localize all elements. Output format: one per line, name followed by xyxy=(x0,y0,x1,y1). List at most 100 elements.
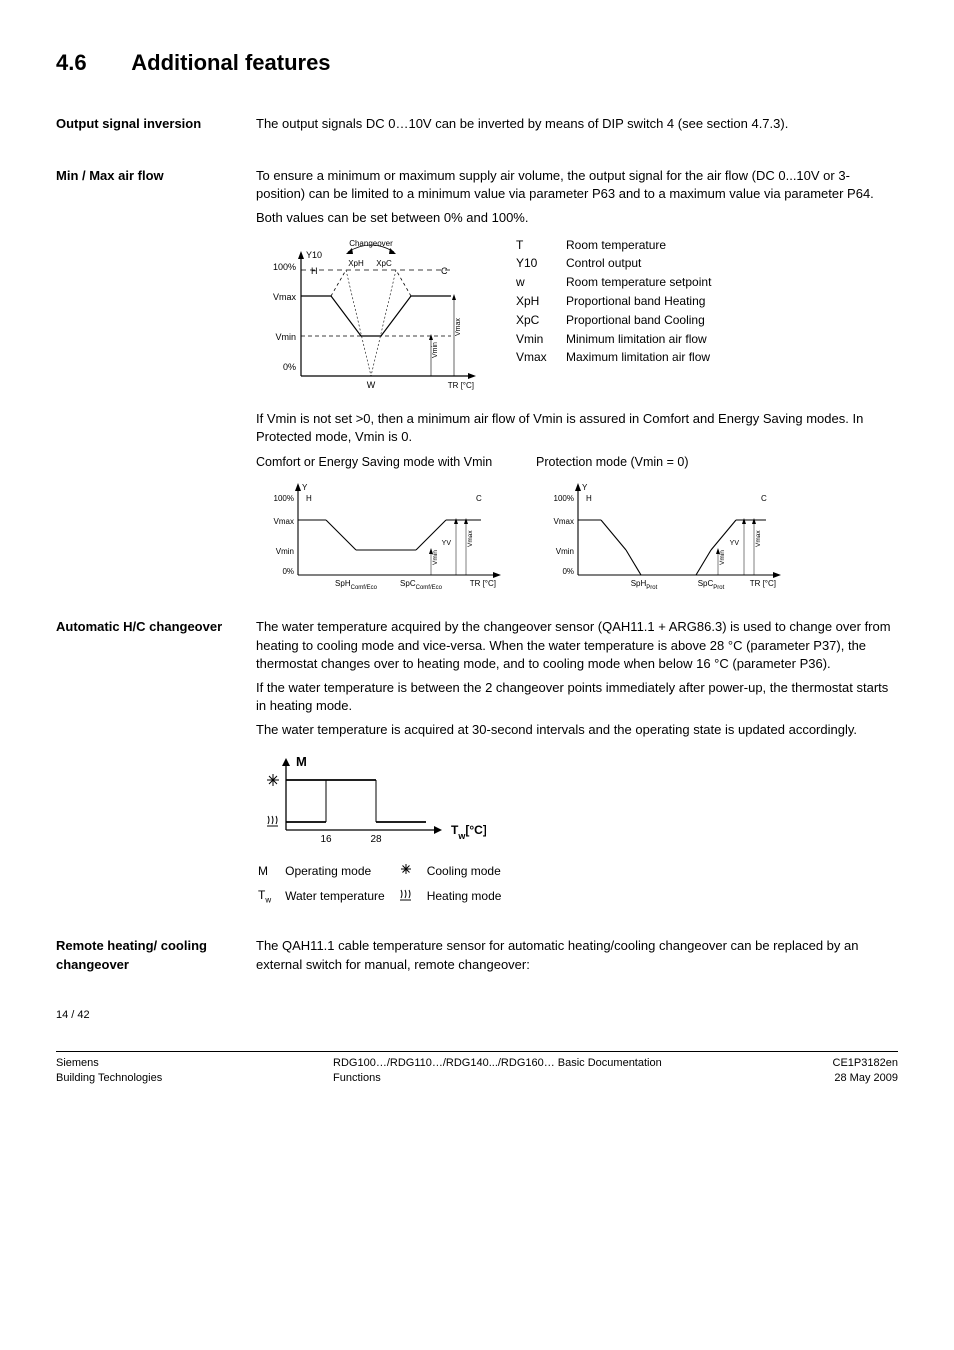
legend-desc: Maximum limitation air flow xyxy=(566,348,721,367)
text-minmax-2: Both values can be set between 0% and 10… xyxy=(256,209,898,227)
section-number: 4.6 xyxy=(56,48,126,79)
c-label: C xyxy=(441,266,448,276)
pc-vmaxside: Vmax xyxy=(755,530,762,547)
page-footer: Siemens Building Technologies RDG100…/RD… xyxy=(56,1056,898,1087)
tick-vmax: Vmax xyxy=(273,292,297,302)
pc-vminside: Vmin xyxy=(719,550,726,565)
mode-legend-row: TwWater temperatureHeating mode xyxy=(258,885,513,908)
sc-tr: TR [°C] xyxy=(470,579,496,588)
changeover-legend: TRoom temperatureY10Control outputwRoom … xyxy=(516,236,721,368)
legend-desc: Proportional band Cooling xyxy=(566,311,721,330)
footer-right-1: CE1P3182en xyxy=(833,1056,898,1071)
legend-desc: Room temperature xyxy=(566,236,721,255)
legend-row: VminMinimum limitation air flow xyxy=(516,330,721,349)
sc-vmax: Vmax xyxy=(274,517,294,526)
svg-text:SpCProt: SpCProt xyxy=(698,579,725,590)
xpc-label: XpC xyxy=(376,259,392,268)
sc-0: 0% xyxy=(282,567,294,576)
section-heading: 4.6 Additional features xyxy=(56,48,898,79)
label-auto-hc: Automatic H/C changeover xyxy=(56,618,256,909)
label-minmax: Min / Max air flow xyxy=(56,167,256,590)
section-title: Additional features xyxy=(131,50,330,75)
footer-left-2: Building Technologies xyxy=(56,1071,162,1086)
footer-right-2: 28 May 2009 xyxy=(833,1071,898,1086)
mode-desc-r: Cooling mode xyxy=(427,860,514,883)
mode-chart: M 16 28 Tw[°C] xyxy=(256,752,486,847)
snowflake-icon xyxy=(267,774,279,786)
legend-desc: Control output xyxy=(566,254,721,273)
legend-sym: T xyxy=(516,236,566,255)
sc-100: 100% xyxy=(274,494,294,503)
sc-c: C xyxy=(476,494,482,503)
mode-desc-l: Water temperature xyxy=(285,885,397,908)
svg-text:SpHProt: SpHProt xyxy=(631,579,658,590)
vmax-side: Vmax xyxy=(455,317,462,335)
heatwave-icon xyxy=(267,816,278,826)
sc-y: Y xyxy=(302,483,308,492)
mode-icon-r xyxy=(399,860,425,883)
pc-vmax: Vmax xyxy=(554,517,574,526)
pc-vmin: Vmin xyxy=(556,547,574,556)
footer-left-1: Siemens xyxy=(56,1056,162,1071)
sph-comf-sub: Comf/Eco xyxy=(351,585,378,590)
changeover-chart: 0% Vmin Vmax 100% Y10 H C Changeover XpH… xyxy=(256,236,486,396)
svg-text:Tw[°C]: Tw[°C] xyxy=(451,823,486,841)
text-autohc-1: The water temperature acquired by the ch… xyxy=(256,618,898,673)
legend-desc: Proportional band Heating xyxy=(566,292,721,311)
legend-desc: Room temperature setpoint xyxy=(566,273,721,292)
legend-sym: Vmin xyxy=(516,330,566,349)
legend-row: XpHProportional band Heating xyxy=(516,292,721,311)
comfort-chart: 0% Vmin Vmax 100% Y H C YV xyxy=(256,475,516,590)
xph-label: XpH xyxy=(348,259,364,268)
label-remote: Remote heating/ cooling changeover xyxy=(56,937,256,979)
text-remote: The QAH11.1 cable temperature sensor for… xyxy=(256,937,898,973)
chart3-title: Protection mode (Vmin = 0) xyxy=(536,454,796,472)
page-number: 14 / 42 xyxy=(56,1008,898,1023)
footer-mid-2: Functions xyxy=(333,1071,662,1086)
legend-row: XpCProportional band Cooling xyxy=(516,311,721,330)
pc-h: H xyxy=(586,494,592,503)
changeover-label: Changeover xyxy=(349,239,393,248)
chart2-title: Comfort or Energy Saving mode with Vmin xyxy=(256,454,516,472)
heatwave-icon xyxy=(399,887,413,901)
mode-legend-row: MOperating mode Cooling mode xyxy=(258,860,513,883)
snowflake-icon xyxy=(399,862,413,876)
sph-prot-sub: Prot xyxy=(646,585,657,590)
legend-sym: Vmax xyxy=(516,348,566,367)
mode-desc-l: Operating mode xyxy=(285,860,397,883)
spc-comf: SpC xyxy=(400,579,416,588)
tr-label: TR [°C] xyxy=(448,381,474,390)
tick-100: 100% xyxy=(273,262,296,272)
text-autohc-3: The water temperature is acquired at 30-… xyxy=(256,721,898,739)
sc-yv: YV xyxy=(442,540,452,547)
protection-chart: 0% Vmin Vmax 100% Y H C xyxy=(536,475,796,590)
text-output-inversion: The output signals DC 0…10V can be inver… xyxy=(256,115,898,133)
pc-100: 100% xyxy=(554,494,574,503)
footer-rule xyxy=(56,1051,898,1052)
vmin-side: Vmin xyxy=(432,341,439,357)
m-label: M xyxy=(296,754,307,769)
text-autohc-2: If the water temperature is between the … xyxy=(256,679,898,715)
legend-row: Y10Control output xyxy=(516,254,721,273)
pc-y: Y xyxy=(582,483,588,492)
footer-mid-1: RDG100…/RDG110…/RDG140.../RDG160… Basic … xyxy=(333,1056,662,1071)
h-label: H xyxy=(311,266,318,276)
mode-sym-l: M xyxy=(258,860,283,883)
sph-prot: SpH xyxy=(631,579,647,588)
svg-text:SpCComf/Eco: SpCComf/Eco xyxy=(400,579,443,590)
legend-row: TRoom temperature xyxy=(516,236,721,255)
mode-icon-r xyxy=(399,885,425,908)
tick-16: 16 xyxy=(320,834,332,845)
legend-sym: w xyxy=(516,273,566,292)
text-minmax-1: To ensure a minimum or maximum supply ai… xyxy=(256,167,898,203)
svg-text:SpHComf/Eco: SpHComf/Eco xyxy=(335,579,378,590)
mode-desc-r: Heating mode xyxy=(427,885,514,908)
legend-row: wRoom temperature setpoint xyxy=(516,273,721,292)
tick-28: 28 xyxy=(370,834,382,845)
text-minmax-3: If Vmin is not set >0, then a minimum ai… xyxy=(256,410,898,446)
mode-legend: MOperating modeCooling modeTwWater tempe… xyxy=(256,858,515,910)
sph-comf: SpH xyxy=(335,579,351,588)
spc-comf-sub: Comf/Eco xyxy=(416,585,443,590)
spc-prot: SpC xyxy=(698,579,714,588)
sc-vmaxside: Vmax xyxy=(467,530,474,547)
